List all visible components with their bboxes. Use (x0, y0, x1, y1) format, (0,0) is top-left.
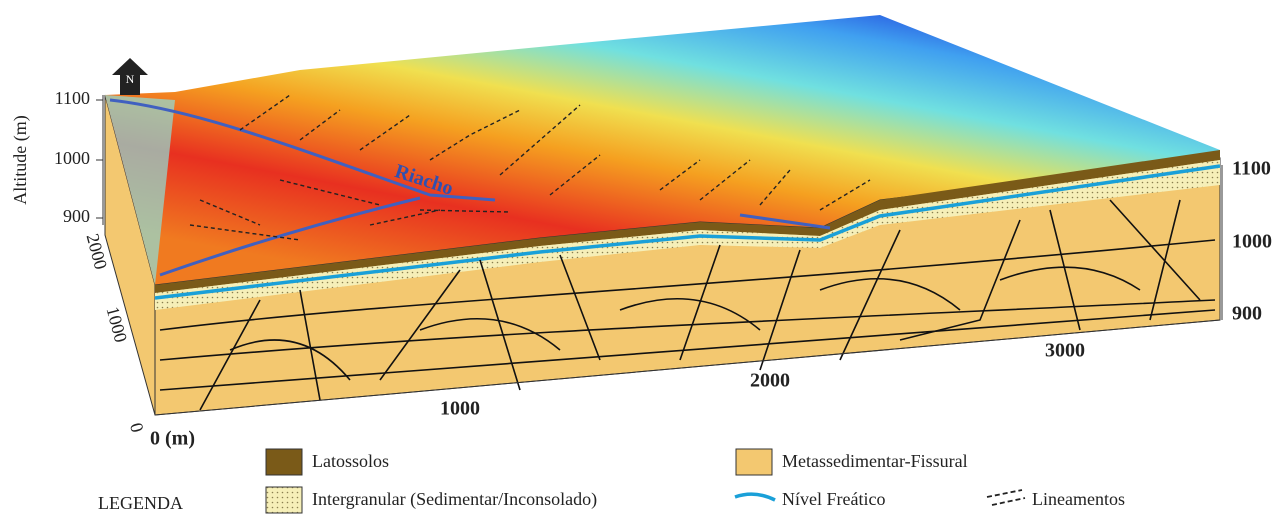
tick-label: 900 (1232, 303, 1262, 325)
north-arrow: N (112, 58, 148, 95)
axis-title: Altitude (m) (10, 115, 31, 204)
tick-label: 0 (126, 421, 148, 435)
legend-label: Metassedimentar-Fissural (782, 451, 968, 471)
tick-label: 3000 (1045, 340, 1085, 362)
tick-label: 0 (m) (150, 428, 195, 450)
legend-label: Nível Freático (782, 489, 885, 509)
right-axis: 1100 1000 900 (1222, 158, 1272, 325)
legend-label: Latossolos (312, 451, 389, 471)
north-label: N (126, 72, 135, 86)
tick-label: 1100 (1232, 158, 1271, 180)
tick-label: 2000 (750, 370, 790, 392)
legend-label: Intergranular (Sedimentar/Inconsolado) (312, 489, 597, 510)
tick-label: 1000 (1232, 231, 1272, 253)
left-axis: 1100 1000 900 Altitude (m) (10, 88, 103, 226)
tick-label: 1100 (55, 88, 90, 108)
block-diagram: N 1100 1000 900 Altitude (m) 1100 1000 9… (0, 0, 1288, 520)
legend-title: LEGENDA (98, 493, 183, 513)
legend: LEGENDA Latossolos Intergranular (Sedime… (98, 449, 1125, 513)
tick-label: 900 (63, 206, 90, 226)
tick-label: 1000 (54, 148, 90, 168)
legend-label: Lineamentos (1032, 489, 1125, 509)
tick-label: 1000 (440, 398, 480, 420)
